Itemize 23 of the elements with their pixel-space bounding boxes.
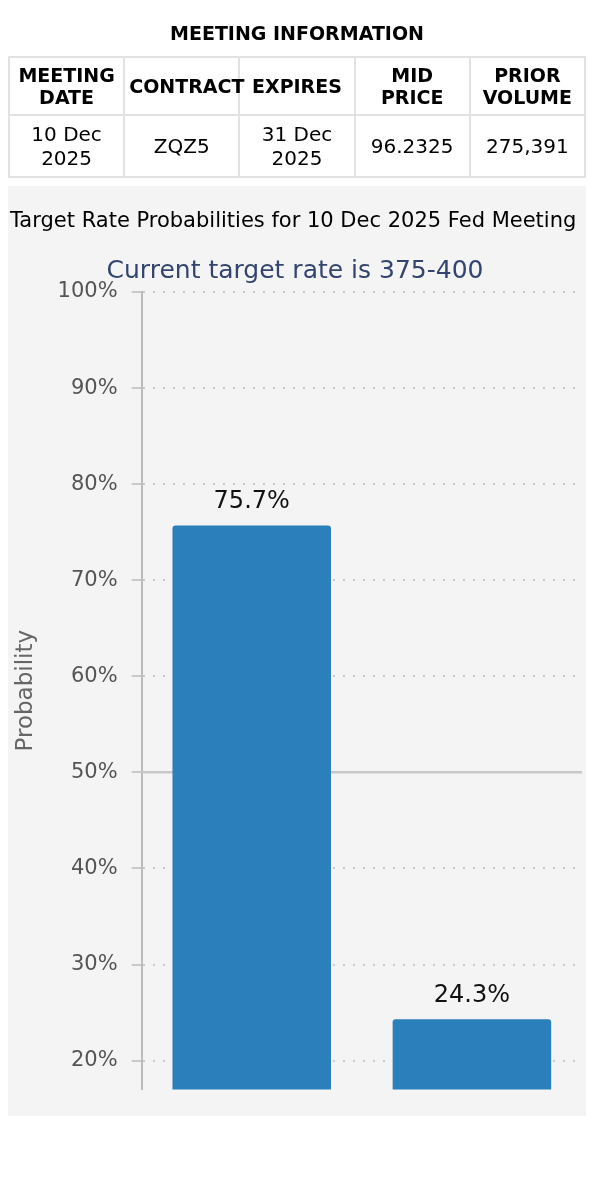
data-label: 75.7%	[213, 485, 290, 514]
y-tick-label: 40%	[70, 854, 118, 879]
category-label: PRIOR VOLUME	[469, 57, 585, 115]
y-tick-label: 90%	[70, 374, 118, 399]
text: 10 Dec 2025	[31, 122, 102, 170]
text: 275,391	[486, 134, 569, 158]
category-label: MEETING DATE	[9, 57, 125, 115]
text: 31 Dec 2025	[261, 122, 333, 170]
y-tick-label: 60%	[70, 662, 118, 687]
data-label: 24.3%	[433, 979, 511, 1008]
y-tick-label: 80%	[70, 470, 118, 495]
y-tick-label: 20%	[70, 1047, 118, 1072]
text: 96.2325	[370, 134, 454, 158]
category-label: EXPIRES	[252, 75, 342, 97]
category-label: CONTRACT	[128, 74, 245, 99]
category-label: MID PRICE	[354, 57, 470, 115]
text: ZQZ5	[153, 134, 210, 158]
text: MEETING INFORMATION	[169, 21, 425, 46]
y-tick-label: 30%	[70, 950, 118, 975]
y-tick-label: 50%	[70, 758, 118, 783]
chart-title: Target Rate Probabilities for 10 Dec 2025 Fed Meeting	[9, 207, 578, 234]
y-tick-label: 70%	[70, 566, 118, 591]
y-axis-title: Probability	[10, 629, 37, 752]
